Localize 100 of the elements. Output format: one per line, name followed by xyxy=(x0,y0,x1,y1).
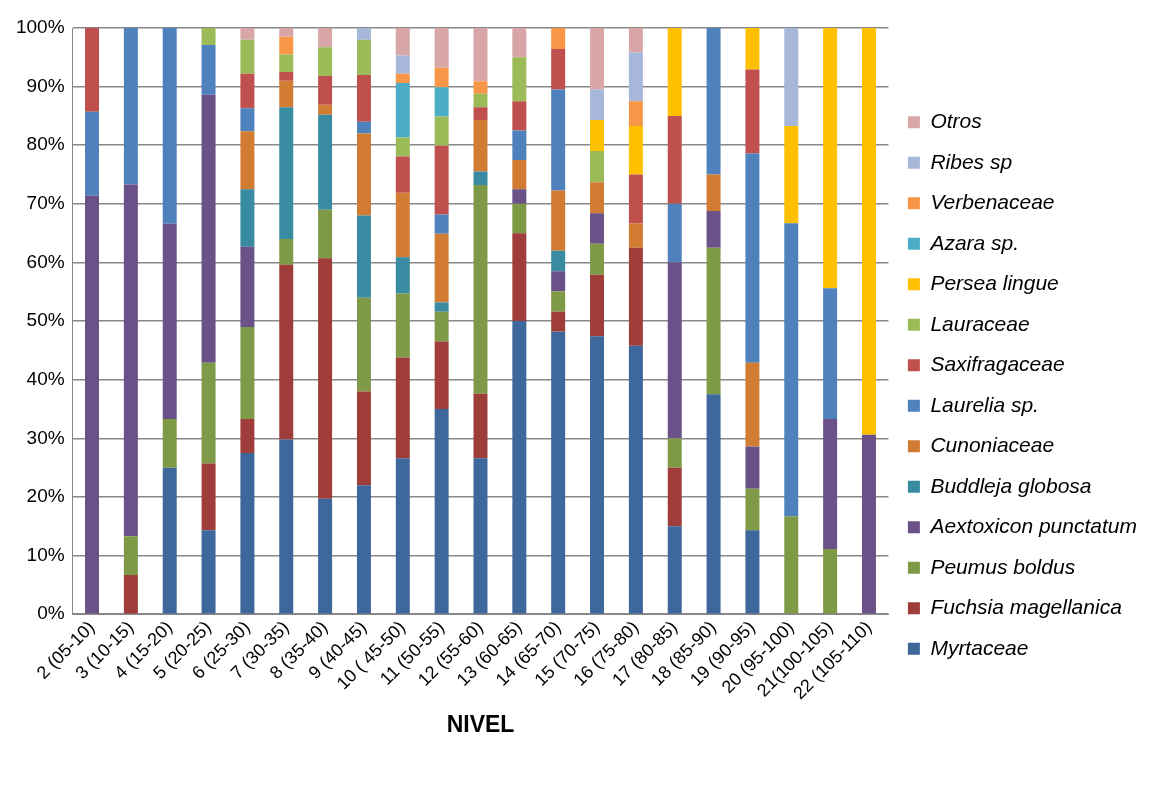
bar xyxy=(473,120,488,172)
bar xyxy=(395,257,410,294)
bar xyxy=(279,28,294,37)
bar xyxy=(395,192,410,258)
bar xyxy=(667,115,682,204)
bar xyxy=(318,498,333,614)
bar xyxy=(706,247,721,395)
y-tick-label: 100% xyxy=(15,16,65,38)
legend-label: Buddleja globosa xyxy=(930,473,1092,497)
bar xyxy=(240,28,255,40)
bar xyxy=(395,137,410,157)
bar xyxy=(590,28,605,90)
bar xyxy=(201,530,216,614)
bar xyxy=(395,357,410,459)
bar xyxy=(356,215,371,298)
bar xyxy=(434,87,449,117)
bar xyxy=(551,250,566,272)
legend-label: Saxifragaceae xyxy=(930,352,1065,376)
bar xyxy=(512,57,527,102)
bar xyxy=(590,243,605,275)
bar xyxy=(318,76,333,105)
legend-label: Aextoxicon punctatum xyxy=(928,514,1138,538)
bar xyxy=(551,331,566,614)
bar xyxy=(590,89,605,121)
bar xyxy=(512,233,527,322)
bar xyxy=(318,114,333,210)
bar xyxy=(667,203,682,263)
bar xyxy=(395,293,410,358)
bar xyxy=(395,28,410,56)
bar xyxy=(434,145,449,215)
legend-label: Persea lingue xyxy=(930,271,1059,295)
bar xyxy=(279,71,294,81)
bar xyxy=(784,516,799,614)
y-tick-label: 70% xyxy=(26,192,65,214)
legend-label: Peumus boldus xyxy=(930,554,1076,578)
y-tick-label: 80% xyxy=(26,133,65,155)
bar xyxy=(434,214,449,234)
bar xyxy=(279,54,294,72)
bar xyxy=(123,184,138,537)
bar xyxy=(590,151,605,183)
bar xyxy=(745,446,760,489)
bar xyxy=(434,311,449,342)
bar xyxy=(551,28,566,50)
bar xyxy=(434,116,449,146)
bar xyxy=(473,393,488,459)
legend-label: Otros xyxy=(930,109,983,133)
bar xyxy=(395,73,410,84)
bar xyxy=(473,28,488,82)
bar xyxy=(745,69,760,154)
bar xyxy=(628,223,643,248)
legend-label: Lauraceae xyxy=(930,311,1030,335)
bar xyxy=(201,362,216,464)
bar xyxy=(123,28,138,185)
bar xyxy=(590,120,605,152)
bar xyxy=(162,418,177,468)
bar xyxy=(473,93,488,108)
bar xyxy=(823,549,838,614)
bar xyxy=(512,130,527,160)
bar xyxy=(784,125,799,224)
legend-label: Verbenaceae xyxy=(930,190,1055,214)
bar xyxy=(395,83,410,138)
bar xyxy=(745,488,760,531)
bar xyxy=(240,39,255,74)
bar xyxy=(201,45,216,95)
bar xyxy=(512,159,527,190)
bar xyxy=(745,153,760,363)
bar xyxy=(279,107,294,240)
bar xyxy=(667,438,682,468)
bar xyxy=(356,39,371,75)
bar xyxy=(590,182,605,214)
bar xyxy=(706,28,721,175)
bar xyxy=(745,362,760,447)
bar xyxy=(240,418,255,453)
bar xyxy=(318,28,333,48)
bar xyxy=(318,258,333,499)
bar xyxy=(745,28,760,70)
bar xyxy=(551,89,566,191)
bar xyxy=(434,409,449,614)
bar xyxy=(823,288,838,419)
bar xyxy=(473,458,488,614)
bar xyxy=(201,28,216,45)
bar xyxy=(85,28,100,112)
bar xyxy=(667,262,682,439)
bar xyxy=(861,434,876,614)
bar xyxy=(628,345,643,614)
bar xyxy=(628,28,643,53)
y-tick-label: 90% xyxy=(26,74,65,96)
bar xyxy=(240,189,255,247)
y-tick-label: 50% xyxy=(26,309,65,331)
y-tick-label: 10% xyxy=(26,543,65,565)
bar xyxy=(512,189,527,204)
bar xyxy=(279,36,294,55)
bar xyxy=(551,291,566,312)
bar xyxy=(745,530,760,614)
bar xyxy=(628,174,643,224)
bar xyxy=(356,391,371,486)
legend-label: Laurelia sp. xyxy=(930,392,1039,416)
bar xyxy=(240,326,255,419)
bar xyxy=(512,28,527,58)
bar xyxy=(356,121,371,134)
